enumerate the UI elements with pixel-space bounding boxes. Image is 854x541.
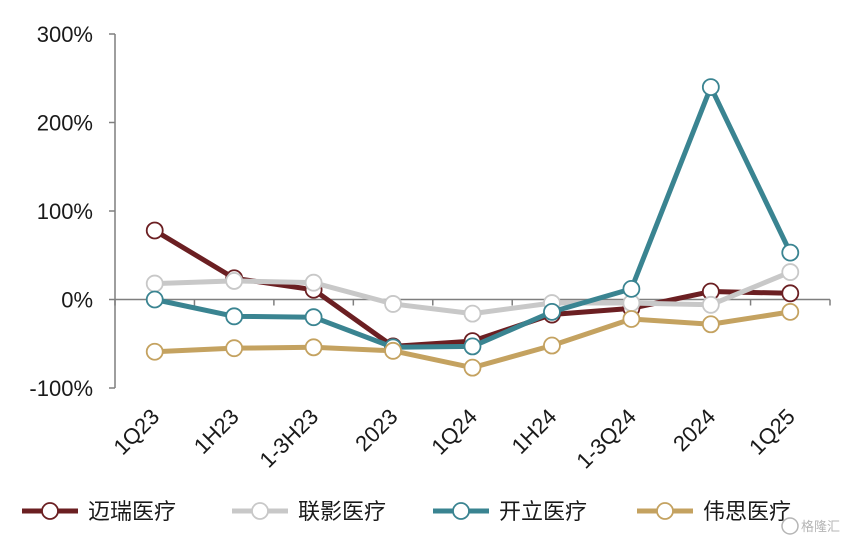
data-point <box>701 295 720 314</box>
y-tick-label: 0% <box>61 288 93 313</box>
x-tick-label: 1-3Q24 <box>571 404 641 474</box>
data-point <box>384 295 402 313</box>
series-4 <box>145 302 800 377</box>
data-point <box>145 342 164 361</box>
data-point <box>145 290 164 309</box>
legend-item-1: 迈瑞医疗 <box>22 500 176 525</box>
legend-label: 迈瑞医疗 <box>88 500 176 525</box>
series-1 <box>145 221 800 356</box>
y-tick-label: 100% <box>37 199 93 224</box>
x-tick-label: 2024 <box>668 404 720 456</box>
data-point <box>543 302 561 321</box>
watermark-text: 格隆汇 <box>801 519 840 535</box>
data-point <box>463 337 482 356</box>
x-tick-label: 2023 <box>350 404 402 456</box>
data-point <box>622 279 641 298</box>
data-point <box>781 243 800 262</box>
legend-item-4: 伟思医疗 <box>637 500 791 525</box>
data-point <box>384 341 402 360</box>
watermark: 格隆汇 <box>781 517 840 535</box>
legend-marker <box>656 502 674 520</box>
watermark-logo-icon <box>781 517 799 535</box>
data-point <box>463 358 482 377</box>
x-tick-label: 1Q24 <box>426 404 482 460</box>
data-point <box>145 221 164 240</box>
legend-label: 开立医疗 <box>499 500 587 525</box>
data-point <box>543 336 561 355</box>
x-tick-label: 1H23 <box>189 404 244 459</box>
data-point <box>781 284 800 303</box>
y-tick-label: 300% <box>37 22 93 47</box>
legend-label: 联影医疗 <box>298 500 386 525</box>
x-tick-label: 1H24 <box>507 404 562 459</box>
legend-item-2: 联影医疗 <box>232 500 386 525</box>
y-tick-label: -100% <box>29 376 93 401</box>
series-layer <box>145 78 800 377</box>
data-point <box>225 339 244 358</box>
x-tick-label: 1Q23 <box>109 404 165 460</box>
y-tick-label: 200% <box>37 111 93 136</box>
legend-marker <box>251 502 269 520</box>
series-line <box>153 228 791 349</box>
data-point <box>304 308 323 327</box>
series-2 <box>145 263 800 323</box>
data-point <box>304 273 323 292</box>
legend-marker <box>41 502 59 520</box>
data-point <box>781 302 800 321</box>
legend-item-3: 开立医疗 <box>433 500 587 525</box>
data-point <box>304 338 323 357</box>
data-point <box>463 304 482 323</box>
data-point <box>701 315 720 334</box>
data-point <box>225 307 244 326</box>
x-tick-label: 1-3H23 <box>254 404 323 473</box>
data-point <box>145 274 164 293</box>
legend-label: 伟思医疗 <box>703 500 791 525</box>
legend: 迈瑞医疗 联影医疗 开立医疗 伟思医疗 <box>22 500 791 525</box>
data-point <box>622 310 641 328</box>
data-point <box>701 78 720 96</box>
data-point <box>225 272 244 290</box>
legend-marker <box>452 502 470 520</box>
data-point <box>781 263 800 281</box>
x-tick-label: 1Q25 <box>744 404 800 460</box>
